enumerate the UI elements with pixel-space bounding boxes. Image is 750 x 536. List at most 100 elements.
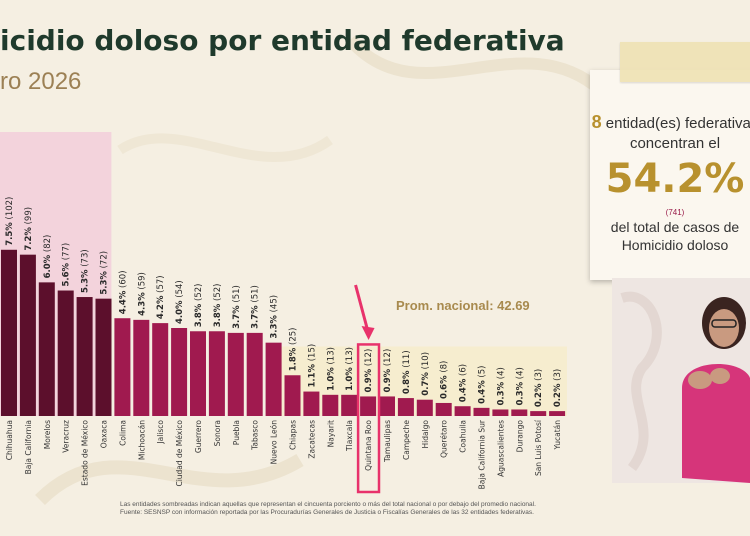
value-label-10: 3.8% (52) (194, 284, 204, 328)
page-title: icidio doloso por entidad federativa (0, 24, 565, 57)
bar-20 (379, 396, 395, 416)
value-label-1: 7.2% (99) (24, 207, 34, 251)
category-label-3: Veracruz (62, 420, 71, 453)
value-label-18: 1.0% (13) (345, 347, 355, 391)
bar-9 (171, 328, 188, 416)
category-label-1: Baja California (24, 420, 33, 474)
category-label-6: Colima (118, 420, 127, 446)
bar-22 (416, 399, 433, 416)
value-label-24: 0.4% (6) (459, 364, 469, 402)
arrow-head (361, 326, 375, 340)
bar-0 (1, 249, 17, 416)
value-label-5: 5.3% (72) (100, 251, 110, 295)
page-subtitle: ro 2026 (0, 68, 82, 95)
card-percent: 54.2% (605, 156, 745, 202)
card-entity-count: 8 (591, 112, 602, 132)
category-label-20: Tamaulipas (383, 420, 392, 463)
bar-28 (530, 411, 547, 416)
card-entities-line: 8 entidad(es) federativas (590, 112, 750, 133)
category-label-18: Tlaxcala (345, 420, 354, 452)
footnote-line-2: Fuente: SESNSP con información reportada… (120, 509, 534, 516)
bar-7 (133, 319, 150, 416)
category-label-15: Chiapas (289, 420, 298, 450)
value-label-20: 0.9% (12) (383, 349, 393, 393)
bar-21 (397, 398, 414, 416)
category-label-12: Puebla (232, 420, 241, 445)
bar-1 (19, 254, 36, 416)
value-label-28: 0.2% (3) (534, 369, 544, 407)
category-label-29: Yucatán (553, 420, 562, 451)
value-label-9: 4.0% (54) (175, 280, 185, 324)
arrow-line (354, 284, 369, 331)
bar-3 (57, 290, 74, 416)
category-label-27: Durango (515, 420, 524, 453)
category-label-5: Oaxaca (100, 420, 109, 448)
category-label-8: Jalisco (156, 420, 165, 445)
bar-25 (473, 407, 490, 416)
value-label-12: 3.7% (51) (232, 285, 242, 329)
tape-decoration (620, 42, 750, 82)
category-label-0: Chihuahua (5, 420, 14, 460)
category-label-22: Hidalgo (421, 420, 430, 449)
value-label-15: 1.8% (25) (289, 328, 299, 372)
value-label-19: 0.9% (12) (364, 349, 374, 393)
category-label-26: Aguascalientes (496, 420, 505, 477)
value-label-3: 5.6% (77) (62, 243, 72, 287)
category-label-19: Quintana Roo (364, 420, 373, 471)
value-label-6: 4.4% (60) (118, 270, 128, 314)
value-label-0: 7.5% (102) (5, 197, 15, 246)
bar-18 (341, 394, 358, 416)
value-label-7: 4.3% (59) (137, 272, 147, 316)
bar-15 (284, 375, 301, 416)
bar-5 (95, 298, 112, 416)
category-label-14: Nuevo León (270, 420, 279, 465)
card-entities-text: entidad(es) federativas (601, 115, 750, 132)
card-total-text: del total de casos de (610, 219, 740, 235)
selected-box (356, 343, 381, 494)
sign-language-interpreter-video (612, 278, 750, 483)
category-label-7: Michoacán (137, 420, 146, 460)
category-label-21: Campeche (402, 420, 411, 460)
bar-14 (265, 342, 282, 416)
bar-27 (511, 409, 528, 416)
bar-17 (322, 394, 339, 416)
bar-12 (227, 332, 244, 416)
category-label-13: Tabasco (251, 420, 260, 451)
category-label-11: Sonora (213, 420, 222, 446)
interpreter-figure (612, 278, 750, 483)
highlight-region (0, 132, 112, 416)
value-label-29: 0.2% (3) (553, 369, 563, 407)
bar-23 (435, 402, 452, 416)
bar-chart: 7.5% (102) Chihuahua 7.2% (99) Baja Califor… (0, 132, 567, 494)
category-label-17: Nayarit (326, 420, 335, 447)
category-label-23: Querétaro (440, 420, 449, 458)
value-label-27: 0.3% (4) (515, 367, 525, 405)
bar-11 (208, 331, 225, 416)
value-label-11: 3.8% (52) (213, 284, 223, 328)
bar-10 (190, 331, 206, 416)
value-label-14: 3.3% (45) (270, 295, 280, 339)
bar-6 (114, 318, 131, 416)
value-label-25: 0.4% (5) (478, 366, 488, 404)
card-cases: (741) (665, 208, 685, 217)
category-label-4: Estado de México (81, 420, 90, 486)
value-label-22: 0.7% (10) (421, 352, 431, 396)
card-crime-text: Homicidio doloso (621, 237, 729, 253)
bar-26 (492, 409, 509, 416)
footnote-line-1: Las entidades sombreadas indican aquella… (120, 501, 536, 508)
card-concentrate-text: concentran el (629, 135, 721, 152)
value-label-21: 0.8% (11) (402, 350, 412, 394)
value-label-8: 4.2% (57) (156, 275, 166, 319)
bar-4 (76, 297, 93, 416)
category-label-24: Coahuila (459, 420, 468, 453)
average-label: Prom. nacional: 42.69 (396, 298, 530, 313)
value-label-4: 5.3% (73) (81, 249, 91, 293)
summary-card: 8 entidad(es) federativas concentran el … (590, 70, 750, 280)
value-label-13: 3.7% (51) (251, 285, 261, 329)
value-label-17: 1.0% (13) (326, 347, 336, 391)
category-label-9: Ciudad de México (175, 420, 184, 487)
value-label-26: 0.3% (4) (496, 367, 506, 405)
value-label-23: 0.6% (8) (440, 361, 450, 399)
category-label-2: Morelos (43, 420, 52, 449)
footnote: Las entidades sombreadas indican aquella… (120, 501, 590, 517)
